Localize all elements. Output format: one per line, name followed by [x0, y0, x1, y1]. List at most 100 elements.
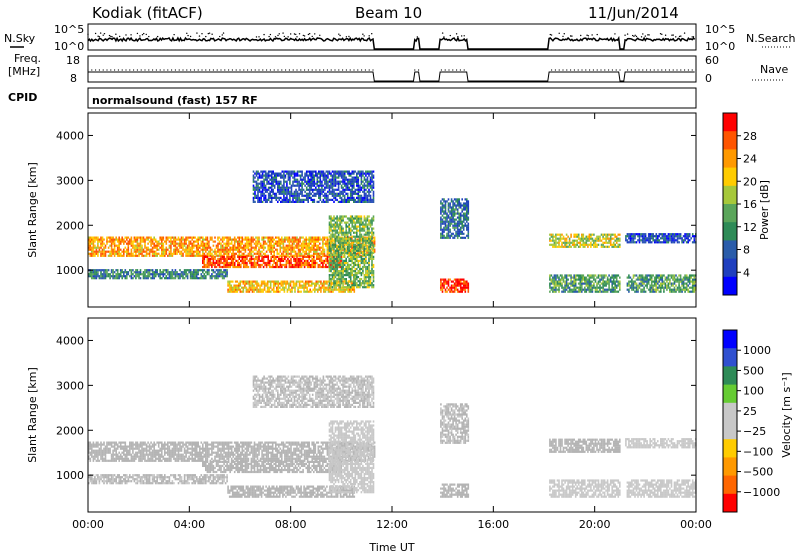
echo-cell	[258, 252, 260, 255]
echo-cell	[139, 246, 142, 249]
echo-cell	[328, 247, 331, 250]
echo-cell	[223, 255, 225, 258]
echo-cell	[561, 237, 563, 240]
echo-cell	[130, 273, 133, 276]
echo-cell	[156, 273, 158, 276]
echo-cell	[228, 288, 231, 291]
echo-cell	[331, 231, 334, 234]
echo-cell	[365, 276, 367, 279]
echo-cell	[295, 282, 298, 285]
echo-cell	[127, 242, 130, 245]
echo-cell	[100, 273, 102, 276]
echo-cell	[322, 261, 324, 265]
echo-cell	[366, 227, 369, 230]
echo-cell	[455, 206, 457, 209]
echo-cell	[330, 274, 332, 277]
echo-cell	[248, 286, 251, 289]
echo-cell	[182, 238, 184, 241]
echo-cell	[151, 240, 154, 243]
echo-cell	[449, 230, 451, 233]
echo-cell	[237, 265, 239, 269]
echo-cell	[364, 252, 367, 255]
echo-cell	[305, 196, 308, 199]
echo-cell	[227, 240, 230, 243]
echo-cell	[300, 236, 303, 239]
echo-cell	[296, 242, 298, 245]
echo-cell	[356, 235, 358, 238]
echo-cell	[252, 188, 255, 191]
echo-cell	[290, 194, 293, 197]
echo-cell	[95, 252, 98, 255]
echo-cell	[227, 288, 229, 291]
echo-cell	[203, 257, 206, 260]
echo-cell	[326, 280, 328, 283]
echo-cell	[209, 275, 212, 278]
echo-cell	[351, 286, 354, 289]
echo-cell	[142, 248, 145, 251]
echo-cell	[291, 263, 294, 267]
nave-point	[186, 69, 188, 71]
echo-cell	[89, 248, 92, 251]
echo-cell	[368, 198, 370, 201]
echo-cell	[336, 270, 338, 273]
echo-cell	[321, 186, 323, 189]
echo-cell	[322, 259, 324, 262]
echo-cell	[371, 286, 373, 289]
echo-cell	[107, 269, 110, 272]
echo-cell	[317, 252, 320, 255]
echo-cell	[450, 234, 453, 237]
echo-cell	[314, 236, 317, 239]
echo-cell	[446, 200, 448, 203]
echo-cell	[189, 254, 192, 257]
echo-cell	[360, 251, 363, 254]
echo-cell	[336, 198, 338, 201]
echo-cell	[103, 275, 105, 278]
echo-cell	[161, 248, 163, 251]
echo-cell	[440, 282, 442, 285]
echo-cell	[176, 238, 178, 241]
echo-cell	[106, 242, 108, 245]
echo-cell	[461, 210, 463, 213]
echo-cell	[339, 284, 341, 287]
echo-cell	[334, 217, 337, 220]
echo-cell	[356, 249, 358, 252]
echo-cell	[209, 248, 212, 251]
echo-cell	[293, 263, 295, 267]
echo-cell	[342, 284, 344, 287]
echo-cell	[197, 236, 199, 239]
echo-cell	[293, 238, 295, 241]
echo-cell	[333, 239, 335, 242]
echo-cell	[296, 254, 298, 257]
echo-cell	[371, 170, 373, 173]
echo-cell	[317, 236, 320, 239]
nsearch-point	[659, 33, 662, 35]
echo-cell	[272, 192, 274, 195]
echo-cell	[351, 235, 354, 238]
echo-cell	[322, 240, 324, 243]
echo-cell	[365, 225, 367, 228]
echo-cell	[345, 225, 347, 228]
echo-cell	[331, 182, 334, 185]
echo-cell	[293, 176, 296, 179]
echo-cell	[244, 238, 247, 241]
echo-cell	[159, 269, 161, 272]
echo-cell	[357, 176, 360, 179]
echo-cell	[151, 250, 154, 253]
echo-cell	[162, 252, 165, 255]
echo-cell	[272, 282, 275, 285]
echo-cell	[444, 290, 447, 293]
nsearch-point	[631, 34, 634, 37]
echo-cell	[267, 170, 270, 173]
echo-cell	[227, 280, 229, 283]
echo-cell	[351, 246, 353, 249]
nsearch-point	[255, 36, 258, 38]
echo-cell	[556, 241, 559, 244]
echo-cell	[145, 271, 148, 274]
echo-cell	[194, 250, 196, 253]
echo-cell	[283, 282, 286, 285]
echo-cell	[287, 248, 289, 251]
echo-cell	[449, 216, 451, 219]
echo-cell	[362, 259, 364, 262]
nsearch-point	[671, 34, 673, 36]
echo-cell	[322, 194, 325, 197]
